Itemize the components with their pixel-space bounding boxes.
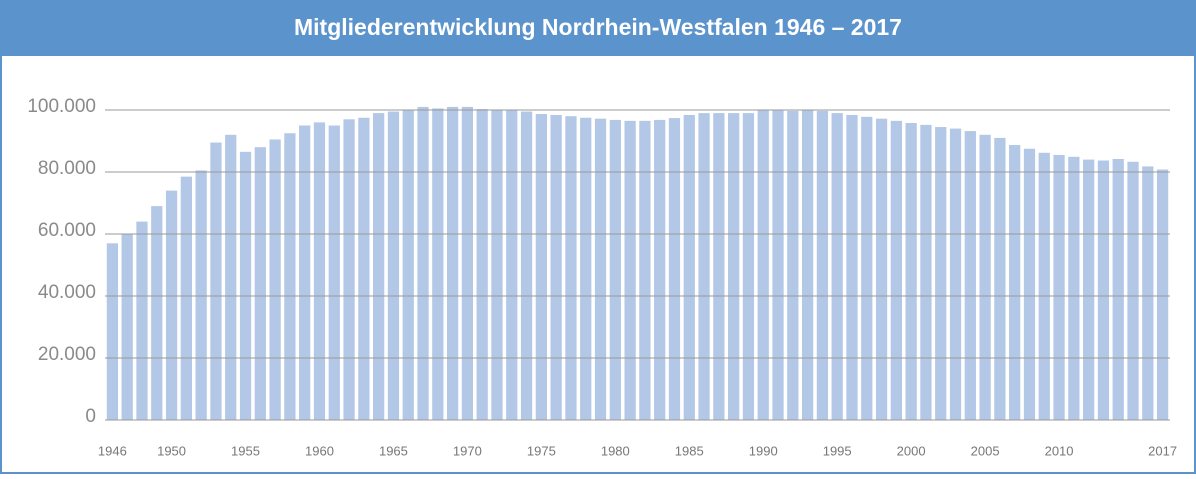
x-tick-label: 1946 <box>98 443 127 458</box>
y-tick-label: 60.000 <box>38 220 96 241</box>
x-tick-label: 2017 <box>1148 443 1177 458</box>
bar <box>580 117 592 420</box>
x-tick-label: 1990 <box>749 443 778 458</box>
bar <box>358 117 370 420</box>
bar <box>239 151 252 420</box>
bar <box>920 124 932 420</box>
bar <box>831 113 843 420</box>
bar <box>713 113 725 420</box>
y-tick-label: 40.000 <box>38 282 96 303</box>
bar <box>550 114 562 421</box>
bar <box>757 110 769 420</box>
bar <box>668 118 681 420</box>
bar <box>1127 161 1139 420</box>
bar <box>787 110 799 421</box>
bar <box>535 114 547 420</box>
bar <box>491 110 503 420</box>
y-tick-label: 100.000 <box>27 96 96 117</box>
bar <box>816 110 829 421</box>
bar <box>269 139 281 420</box>
bar <box>461 106 474 421</box>
bar <box>935 127 947 421</box>
bar <box>1068 156 1080 420</box>
bar <box>905 123 917 421</box>
bar <box>136 221 148 420</box>
bar <box>1156 169 1169 420</box>
bar <box>772 110 784 420</box>
bar <box>254 147 266 420</box>
x-tick-label: 1975 <box>527 443 556 458</box>
bar <box>417 106 429 421</box>
bar <box>180 176 192 420</box>
x-tick-label: 1995 <box>823 443 852 458</box>
bar <box>565 116 577 420</box>
bar <box>328 125 340 420</box>
bar <box>1142 166 1154 420</box>
bar <box>432 108 444 420</box>
x-tick-label: 1965 <box>379 443 408 458</box>
bar <box>949 128 962 420</box>
bar <box>225 134 237 421</box>
bar <box>373 113 385 420</box>
bar <box>624 120 636 420</box>
x-tick-label: 1980 <box>601 443 630 458</box>
x-tick-label: 1985 <box>675 443 704 458</box>
bar <box>210 142 222 421</box>
bar <box>506 110 518 420</box>
bar <box>728 113 740 420</box>
chart-title: Mitgliederentwicklung Nordrhein-Westfale… <box>294 14 902 40</box>
bar <box>964 131 976 420</box>
x-tick-label: 1960 <box>305 443 334 458</box>
bar <box>1097 160 1110 420</box>
bar <box>698 113 710 420</box>
y-tick-label: 80.000 <box>38 158 96 179</box>
x-tick-label: 2000 <box>897 443 926 458</box>
x-tick-label: 1950 <box>157 443 186 458</box>
bar <box>1053 154 1065 420</box>
bar <box>165 190 178 420</box>
bar <box>520 111 533 421</box>
bar <box>151 206 163 420</box>
bar <box>1083 159 1095 420</box>
bar <box>742 113 755 420</box>
bar <box>801 110 814 420</box>
x-tick-label: 2005 <box>971 443 1000 458</box>
bar <box>861 116 873 420</box>
bar <box>594 118 607 421</box>
bar <box>890 120 902 420</box>
bar <box>654 119 666 421</box>
bar <box>476 109 488 420</box>
bar <box>121 234 133 420</box>
x-tick-label: 1970 <box>453 443 482 458</box>
bar <box>683 114 695 421</box>
y-tick-label: 0 <box>85 406 96 427</box>
bar <box>1038 152 1050 420</box>
bar <box>846 114 858 421</box>
y-tick-label: 20.000 <box>38 344 96 365</box>
bar <box>875 118 888 421</box>
header-bar <box>0 0 1196 56</box>
bar <box>994 137 1006 420</box>
bar <box>284 133 296 420</box>
bar <box>387 111 400 421</box>
x-tick-label: 1955 <box>231 443 260 458</box>
bar <box>106 243 119 420</box>
bar <box>402 110 414 420</box>
bar <box>609 119 621 421</box>
bar <box>1112 158 1124 421</box>
bar <box>446 106 459 421</box>
bar <box>313 122 326 421</box>
bar <box>639 120 651 420</box>
bar <box>1023 148 1036 420</box>
bar <box>299 125 311 420</box>
bar <box>1009 145 1021 420</box>
bar <box>195 170 207 420</box>
bar <box>343 119 355 421</box>
bar <box>979 134 991 421</box>
x-tick-label: 2010 <box>1045 443 1074 458</box>
